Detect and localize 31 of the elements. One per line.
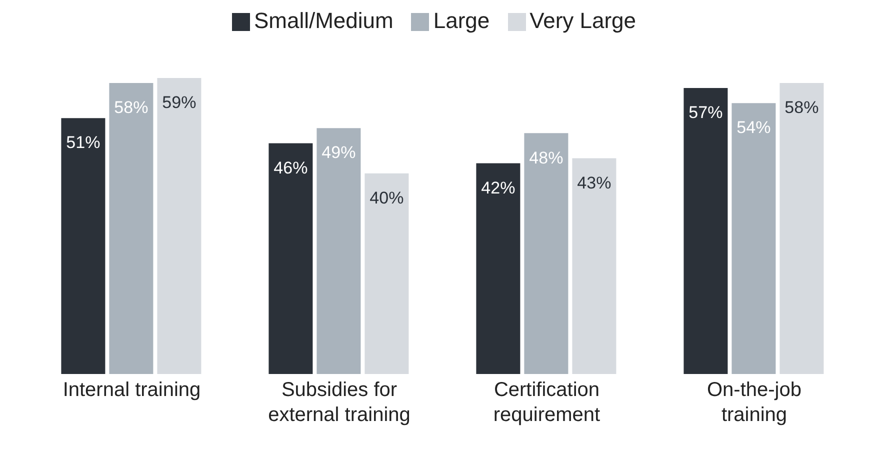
bar xyxy=(476,163,520,374)
data-label: 54% xyxy=(736,118,771,138)
bar xyxy=(524,133,568,374)
bar xyxy=(157,78,202,374)
data-label: 43% xyxy=(577,173,612,192)
x-tick-label: Internal training xyxy=(62,379,201,401)
x-tick-label: On-the-job training xyxy=(707,379,802,426)
data-label: 59% xyxy=(162,93,196,112)
data-label: 40% xyxy=(370,188,404,208)
bar xyxy=(572,158,616,374)
bar xyxy=(109,83,154,374)
data-label: 51% xyxy=(66,133,100,152)
bar xyxy=(364,173,409,374)
bar xyxy=(61,118,106,374)
bar xyxy=(316,128,361,374)
data-label: 49% xyxy=(322,143,356,162)
data-label: 42% xyxy=(481,178,516,198)
legend-label: Very Large xyxy=(530,8,636,33)
x-tick-label: Subsidies for external training xyxy=(268,379,410,426)
bar xyxy=(684,88,728,374)
bar xyxy=(732,103,776,374)
bar xyxy=(780,83,824,374)
legend-label: Small/Medium xyxy=(254,8,394,33)
x-tick-label: Certification requirement xyxy=(493,379,601,426)
data-label: 48% xyxy=(529,148,564,168)
data-label: 58% xyxy=(114,98,148,118)
data-label: 46% xyxy=(274,158,308,178)
data-label: 57% xyxy=(688,103,723,122)
legend-label: Large xyxy=(433,8,490,33)
bar xyxy=(268,143,313,374)
data-label: 58% xyxy=(784,98,819,118)
